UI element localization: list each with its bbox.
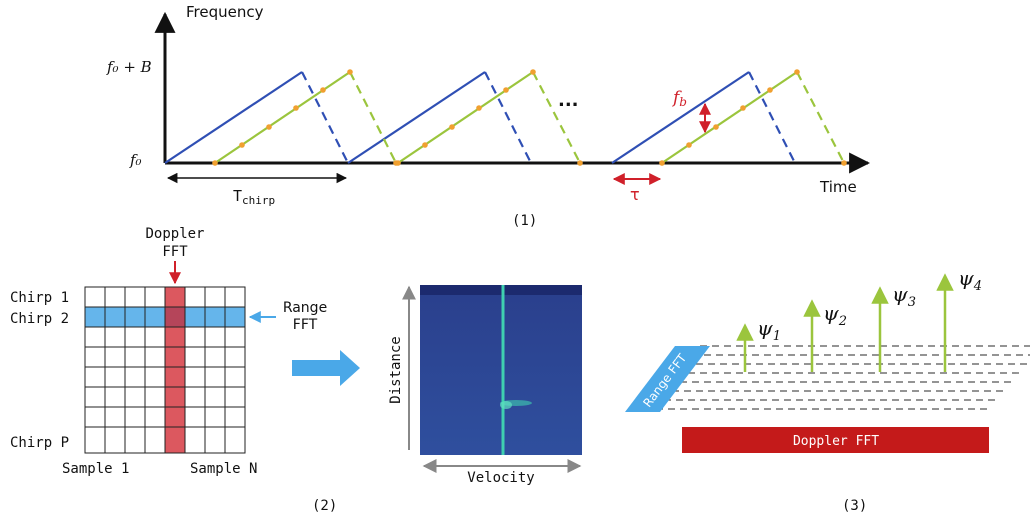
caption-3: (3): [842, 498, 867, 514]
tx-chirps: [164, 71, 796, 164]
f0-label: f₀: [129, 151, 142, 169]
panel-2-range-doppler: Doppler FFT Chirp 1 Chirp 2 Chirp P Rang…: [10, 226, 582, 514]
range-fft-label-line1: Range: [283, 300, 327, 316]
phase-arrows: [736, 273, 954, 372]
chirp-p-label: Chirp P: [10, 435, 69, 451]
ellipsis: ...: [558, 90, 579, 111]
psi-3-label: ψ3: [892, 282, 916, 310]
caption-1: (1): [512, 213, 537, 229]
caption-2: (2): [312, 498, 337, 514]
velocity-axis-label: Velocity: [467, 470, 534, 486]
sample-1-label: Sample 1: [62, 461, 129, 477]
rx-chirps: [214, 71, 845, 164]
panel-1-fmcw-chirps: Frequency Time f₀ + B f₀: [106, 3, 871, 229]
doppler-fft-column-highlight: [165, 287, 185, 453]
doppler-fft-block: [682, 427, 989, 453]
beat-frequency-label: fb: [671, 88, 687, 109]
doppler-fft-block-label: Doppler FFT: [793, 434, 879, 449]
sample-n-label: Sample N: [190, 461, 257, 477]
psi-2-label: ψ2: [823, 301, 847, 329]
distance-axis-label: Distance: [388, 336, 404, 403]
chirp-2-label: Chirp 2: [10, 311, 69, 327]
chirp-sample-matrix: [84, 286, 246, 454]
chirp-1-label: Chirp 1: [10, 290, 69, 306]
panel-3-phase-extraction: Range FFT Doppler FFT ψ1 ψ2 ψ3 ψ4 (3): [625, 266, 1030, 514]
doppler-fft-label-line2: FFT: [162, 244, 188, 260]
psi-4-label: ψ4: [958, 266, 982, 294]
frequency-axis-label: Frequency: [186, 3, 264, 21]
range-fft-block: [625, 346, 710, 412]
t-chirp-label: Tchirp: [233, 187, 275, 207]
doppler-fft-label-line1: Doppler: [145, 226, 204, 242]
time-axis-label: Time: [819, 178, 857, 196]
range-fft-label-line2: FFT: [293, 317, 318, 333]
range-doppler-heatmap: [420, 285, 582, 455]
psi-1-label: ψ1: [757, 316, 781, 344]
f0-plus-b-label: f₀ + B: [106, 58, 152, 76]
tau-label: τ: [630, 185, 640, 204]
transform-arrow: [292, 350, 360, 386]
rx-sample-points: [212, 69, 847, 166]
doppler-bin-planes: [644, 345, 1030, 410]
